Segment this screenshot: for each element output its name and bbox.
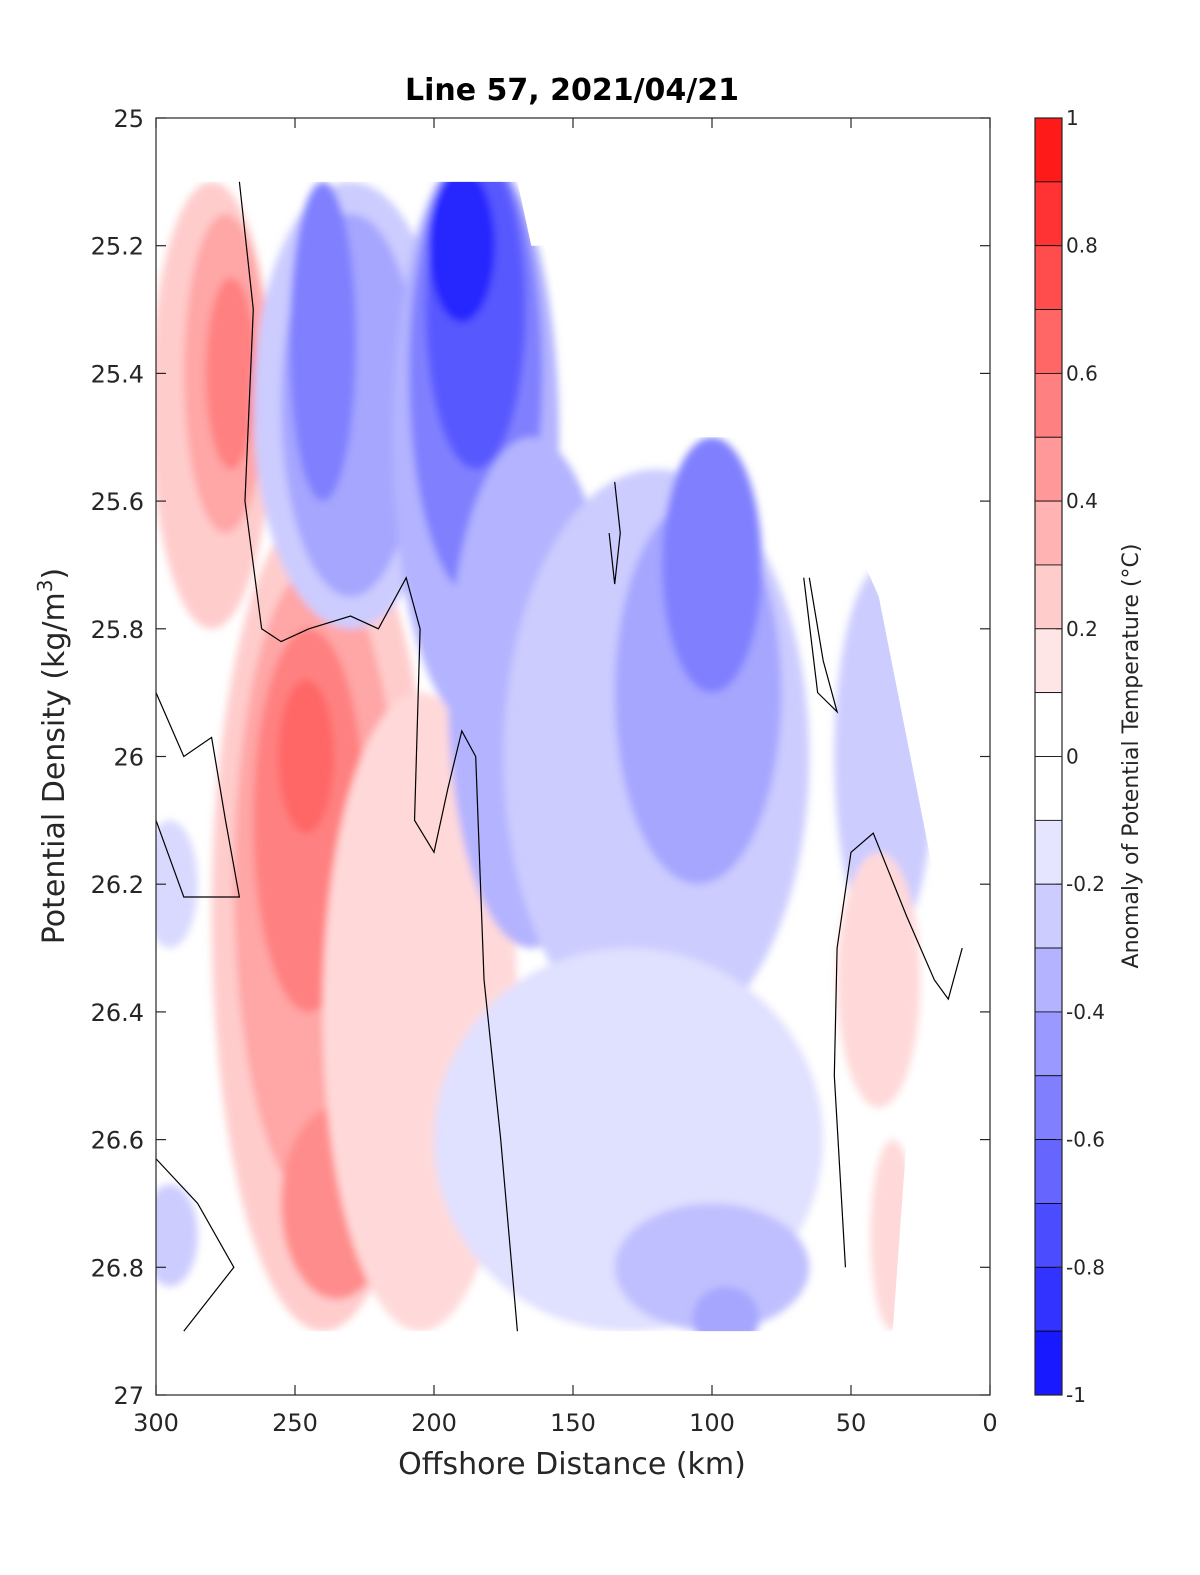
colorbar-level: [1034, 819, 1063, 885]
colorbar-tick-label: 0: [1066, 745, 1079, 769]
y-tick-label: 25: [113, 105, 144, 133]
colorbar: 1 0.8 0.6 0.4 0.2 0 -0.2 -0.4 -0.6 -0.8 -1: [1034, 106, 1105, 1407]
colorbar-level: [1034, 628, 1063, 694]
colorbar-level: [1034, 181, 1063, 247]
zero-contour-1: [155, 692, 241, 898]
colorbar-level: [1034, 372, 1063, 438]
colorbar-level: [1034, 564, 1063, 630]
anomaly-region-26: [156, 820, 198, 949]
x-tick-label: 0: [982, 1409, 997, 1437]
y-tick-label: 26.6: [91, 1127, 144, 1155]
x-tick-label: 100: [689, 1409, 735, 1437]
x-tick-label: 200: [411, 1409, 457, 1437]
anomaly-region-21: [614, 1203, 810, 1332]
x-tick-label: 300: [133, 1409, 179, 1437]
colorbar-level: [1034, 309, 1063, 374]
colorbar-label: Anomaly of Potential Temperature (°C): [1119, 544, 1144, 969]
zero-contour-2: [155, 1158, 235, 1332]
colorbar-level: [1034, 117, 1063, 183]
y-axis-label-main: Potential Density (kg/m: [37, 592, 72, 944]
colorbar-level: [1034, 1139, 1063, 1204]
zero-contour-0: [238, 181, 518, 1332]
y-axis-ticks: 25 25.2 25.4 25.6 25.8 26 26.2 26.4 26.6 26.8 27: [91, 105, 990, 1410]
y-tick-label: 26.2: [91, 871, 144, 899]
y-tick-label: 25.4: [91, 360, 144, 388]
y-tick-label: 25.8: [91, 616, 144, 644]
colorbar-tick-label: -0.4: [1066, 1000, 1105, 1024]
colorbar-tick-label: 0.6: [1066, 361, 1098, 385]
colorbar-level: [1034, 756, 1063, 821]
colorbar-level: [1034, 1203, 1063, 1268]
anomaly-region-11: [289, 181, 357, 502]
zero-contour-4: [803, 577, 839, 714]
x-tick-label: 150: [550, 1409, 596, 1437]
anomaly-region-2: [206, 277, 257, 470]
y-tick-label: 27: [113, 1382, 144, 1410]
colorbar-level: [1034, 1075, 1063, 1140]
y-axis-label-superscript: 3: [33, 579, 57, 592]
anomaly-field: [156, 149, 935, 1332]
y-axis-label: Potential Density (kg/m3): [33, 568, 72, 944]
x-axis-ticks: 300 250 200 150 100 50 0: [133, 118, 998, 1437]
x-axis-label: Offshore Distance (km): [398, 1447, 746, 1482]
colorbar-tick-label: -1: [1066, 1383, 1086, 1407]
colorbar-level: [1034, 883, 1063, 949]
colorbar-tick-label: 0.8: [1066, 234, 1098, 258]
y-axis-label-close: ): [37, 568, 72, 580]
colorbar-level: [1034, 500, 1063, 566]
colorbar-tick-label: -0.2: [1066, 872, 1105, 896]
anomaly-region-19: [661, 437, 763, 693]
colorbar-level: [1034, 947, 1063, 1013]
anomaly-region-6: [278, 679, 334, 834]
colorbar-level: [1034, 692, 1063, 757]
y-tick-label: 26.4: [91, 999, 144, 1027]
zero-contour-3: [608, 481, 621, 585]
colorbar-level: [1034, 436, 1063, 502]
colorbar-level: [1034, 1011, 1063, 1077]
y-tick-label: 26.8: [91, 1254, 144, 1282]
colorbar-tick-label: 0.4: [1066, 489, 1098, 513]
y-tick-label: 26: [113, 744, 144, 772]
colorbar-level: [1034, 1330, 1063, 1396]
anomaly-region-27: [156, 1184, 198, 1287]
zero-contour-lines: [155, 181, 963, 1332]
colorbar-tick-label: -0.6: [1066, 1128, 1105, 1152]
x-tick-label: 250: [272, 1409, 318, 1437]
anomaly-region-24: [837, 852, 921, 1108]
anomaly-region-22: [692, 1286, 760, 1332]
y-tick-label: 25.6: [91, 488, 144, 516]
anomaly-regions: [156, 149, 935, 1332]
colorbar-tick-label: 1: [1066, 106, 1079, 130]
zero-contour-5: [833, 832, 963, 1268]
y-tick-label: 25.2: [91, 233, 144, 261]
colorbar-tick-label: -0.8: [1066, 1255, 1105, 1279]
colorbar-tick-label: 0.2: [1066, 617, 1098, 641]
colorbar-level: [1034, 1266, 1063, 1332]
chart-title: Line 57, 2021/04/21: [405, 73, 739, 108]
anomaly-region-15: [428, 169, 496, 323]
colorbar-level: [1034, 245, 1063, 310]
x-tick-label: 50: [836, 1409, 867, 1437]
